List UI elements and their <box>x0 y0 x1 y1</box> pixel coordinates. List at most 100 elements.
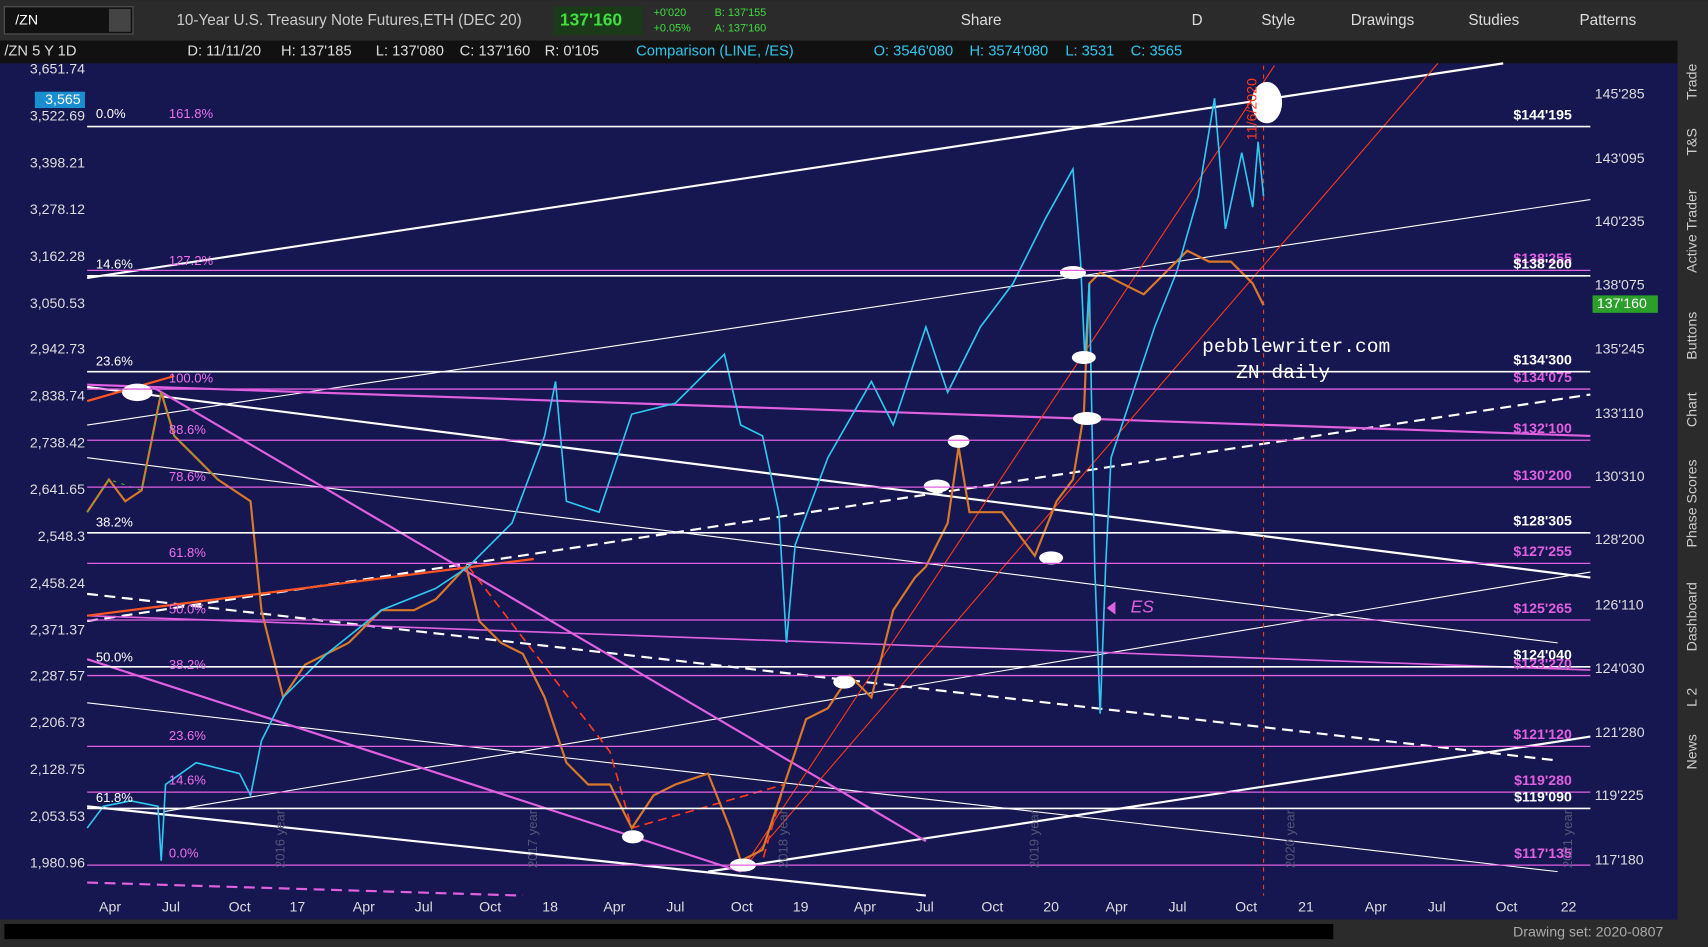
level-label: $144'195 <box>1513 107 1572 123</box>
x-tick-label: Jul <box>162 899 180 915</box>
level-label: $130'200 <box>1513 468 1572 484</box>
x-tick-label: Oct <box>1235 899 1257 915</box>
es-pointer <box>1106 601 1116 615</box>
right-tick-label: 135'245 <box>1595 342 1645 358</box>
level-label: $119'090 <box>1514 789 1572 805</box>
left-axis-bg <box>0 63 88 896</box>
left-tick-label: 1,980.96 <box>30 856 85 872</box>
left-tick-label: 2,738.42 <box>30 435 85 451</box>
level-label: $134'075 <box>1513 370 1572 386</box>
marker <box>923 479 950 493</box>
sidebar-tab[interactable]: Active Trader <box>1684 189 1700 273</box>
toolbar <box>0 0 1708 41</box>
toolbar-button[interactable]: Share <box>961 12 1002 29</box>
change: +0'020 <box>654 7 687 19</box>
left-tick-label: 3,162.28 <box>30 249 85 265</box>
sidebar-tab[interactable]: T&S <box>1684 128 1700 156</box>
toolbar-button[interactable]: D <box>1192 12 1203 29</box>
info-item: D: 11/11/20 <box>187 43 261 59</box>
x-tick-label: Oct <box>479 899 501 915</box>
level-label: $121'120 <box>1513 727 1572 743</box>
trendline <box>87 457 1558 644</box>
zn-price <box>86 249 1265 863</box>
last-price-box <box>553 6 643 36</box>
left-tick-label: 2,128.75 <box>30 762 85 778</box>
left-tick-label: 2,838.74 <box>30 388 85 404</box>
sidebar-tab[interactable]: Phase Scores <box>1684 459 1700 547</box>
x-tick-label: 18 <box>542 899 558 915</box>
current-es: 3,565 <box>45 92 81 108</box>
left-tick-label: 2,942.73 <box>30 342 85 358</box>
sidebar <box>1677 40 1708 923</box>
channel-line <box>740 65 1275 872</box>
drawing-set: Drawing set: 2020-0807 <box>1513 924 1663 940</box>
fib-label: 50.0% <box>169 602 206 617</box>
trendline <box>707 735 1591 873</box>
marker <box>621 830 644 844</box>
toolbar-button[interactable]: Drawings <box>1351 12 1415 29</box>
toolbar-button[interactable]: Patterns <box>1579 12 1636 29</box>
fib-label: 127.2% <box>169 253 214 268</box>
marker <box>947 434 970 448</box>
sidebar-tab[interactable]: L 2 <box>1684 688 1700 707</box>
instrument: 10-Year U.S. Treasury Note Futures,ETH (… <box>176 12 521 29</box>
right-tick-label: 126'110 <box>1595 598 1644 614</box>
trendline <box>87 805 927 897</box>
trendline <box>87 385 1591 579</box>
right-tick-label: 138'075 <box>1595 277 1645 293</box>
es-note: ES <box>1131 597 1155 617</box>
left-tick-label: 2,206.73 <box>30 715 85 731</box>
info-item: H: 137'185 <box>281 43 352 59</box>
x-tick-label: Oct <box>981 899 1003 915</box>
site-note: pebblewriter.com <box>1202 336 1390 358</box>
sidebar-tab[interactable]: Buttons <box>1684 312 1700 360</box>
left-tick-label: 3,651.74 <box>30 62 85 78</box>
x-tick-label: 21 <box>1298 899 1314 915</box>
marker <box>122 383 153 402</box>
fib-label: 78.6% <box>169 469 206 484</box>
level-label: $128'305 <box>1513 514 1572 530</box>
fib-label: 100.0% <box>169 371 214 386</box>
x-tick-label: Jul <box>666 899 684 915</box>
year-watermark: 2018 year <box>776 809 791 868</box>
marker <box>833 675 856 689</box>
x-tick-label: Apr <box>854 899 876 915</box>
fib-label: 14.6% <box>96 256 133 271</box>
current-es-box <box>34 91 85 109</box>
year-watermark: 2020 year <box>1282 809 1297 868</box>
drawings <box>86 62 1591 897</box>
right-axis-bg <box>1590 63 1678 896</box>
left-tick-label: 2,371.37 <box>30 623 85 639</box>
sidebar-tab[interactable]: News <box>1684 734 1700 769</box>
x-tick-label: Apr <box>1106 899 1128 915</box>
scrollbar[interactable] <box>4 923 1334 940</box>
sidebar-tab[interactable]: Dashboard <box>1684 582 1700 651</box>
date-note: 11/6/2020 <box>1244 78 1260 140</box>
current-zn: 137'160 <box>1597 296 1647 312</box>
trendline <box>87 614 1591 671</box>
right-tick-label: 117'180 <box>1595 852 1644 868</box>
x-tick-label: 20 <box>1043 899 1059 915</box>
symbol-dropdown[interactable] <box>108 8 131 32</box>
sidebar-tab[interactable]: Chart <box>1684 392 1700 427</box>
fib-label: 50.0% <box>96 650 133 665</box>
trendline <box>87 199 1591 426</box>
info-item: R: 0'105 <box>545 43 599 59</box>
fib-label: 161.8% <box>169 106 214 121</box>
info-bar <box>0 40 1678 64</box>
left-tick-label: 3,398.21 <box>30 155 85 171</box>
level-label: $134'300 <box>1513 352 1572 368</box>
toolbar-button[interactable]: Studies <box>1468 12 1519 29</box>
trendline <box>87 592 1558 762</box>
toolbar-button[interactable]: Style <box>1261 12 1295 29</box>
sidebar-tab[interactable]: Trade <box>1684 64 1700 101</box>
info-item: C: 137'160 <box>460 43 531 59</box>
right-tick-label: 140'235 <box>1595 214 1645 230</box>
left-tick-label: 2,548.3 <box>38 529 85 545</box>
marker <box>1039 551 1064 565</box>
info-item: /ZN 5 Y 1D <box>4 43 76 59</box>
info-item: O: 3546'080 <box>874 43 954 59</box>
trendline <box>87 702 1558 873</box>
left-tick-label: 3,278.12 <box>30 202 85 218</box>
